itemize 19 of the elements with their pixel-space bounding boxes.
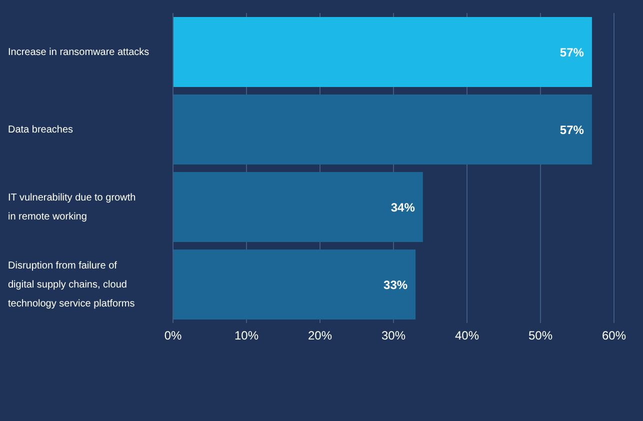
y-tick-label: IT vulnerability due to growth in remote working xyxy=(8,192,136,222)
x-tick-label: 30% xyxy=(381,328,406,343)
x-tick-label: 40% xyxy=(454,328,480,343)
data-label: 34% xyxy=(390,200,416,214)
data-label: 57% xyxy=(560,122,584,137)
bar xyxy=(173,250,416,320)
x-tick-label: 60% xyxy=(602,328,626,343)
x-tick-label: 20% xyxy=(308,328,332,343)
y-tick-label: Data breaches xyxy=(8,124,74,135)
x-tick-label: 50% xyxy=(528,328,553,343)
x-tick-label: 0% xyxy=(164,328,182,343)
y-tick-label: Disruption from failure of digital supply chains, cloud technology service platforms xyxy=(8,260,135,309)
data-label: 33% xyxy=(384,278,408,292)
bar xyxy=(173,94,592,164)
data-label: 57% xyxy=(560,45,584,60)
bar xyxy=(173,172,423,242)
y-tick-label: Increase in ransomware attacks xyxy=(8,46,150,58)
bar xyxy=(173,17,592,87)
x-tick-label: 10% xyxy=(234,328,259,343)
